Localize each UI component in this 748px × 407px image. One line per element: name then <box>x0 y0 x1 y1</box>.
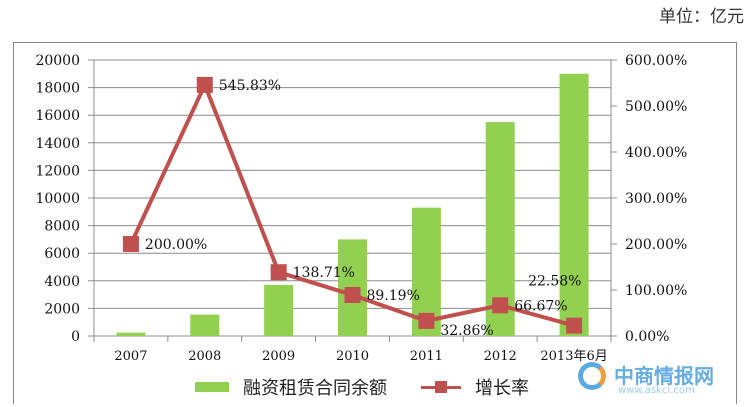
line-marker <box>196 76 213 93</box>
left-axis-tick: 8000 <box>44 219 80 235</box>
line-marker <box>418 312 435 329</box>
watermark-name: 中商情报网 <box>614 364 714 388</box>
right-axis-tick: 600.00% <box>625 53 687 69</box>
legend: 融资租赁合同余额 增长率 <box>195 374 529 400</box>
left-axis-tick: 20000 <box>35 53 80 69</box>
watermark-url: www.askci.com <box>618 385 695 396</box>
bar <box>264 284 294 336</box>
left-axis-tick: 0 <box>71 329 80 345</box>
right-axis-tick: 200.00% <box>625 237 687 253</box>
left-axis-tick: 16000 <box>35 108 80 124</box>
x-axis-label: 2008 <box>188 349 221 364</box>
growth-data-label: 138.71% <box>293 265 355 281</box>
right-axis-tick: 400.00% <box>625 145 687 161</box>
right-axis-tick: 100.00% <box>625 283 687 299</box>
unit-label: 单位：亿元 <box>659 7 744 27</box>
x-axis-label: 2010 <box>336 349 369 364</box>
legend-bar-label: 融资租赁合同余额 <box>243 378 387 399</box>
x-axis-label: 2011 <box>410 349 443 364</box>
left-axis-tick: 12000 <box>35 163 80 179</box>
legend-line-label: 增长率 <box>475 378 529 399</box>
line-marker <box>344 286 361 303</box>
left-axis-tick: 10000 <box>35 191 80 207</box>
growth-data-label: 89.19% <box>367 288 420 304</box>
left-axis-tick: 14000 <box>35 136 80 152</box>
line-marker <box>492 297 509 314</box>
bar <box>190 314 220 336</box>
line-marker <box>566 317 583 334</box>
left-axis-tick: 6000 <box>44 246 80 262</box>
bar <box>559 73 589 337</box>
left-axis-tick: 2000 <box>44 301 80 317</box>
x-axis-label: 2009 <box>262 349 295 364</box>
x-axis-label: 2007 <box>114 349 147 364</box>
legend-line-marker-icon <box>421 380 461 394</box>
left-axis-tick: 4000 <box>44 274 80 290</box>
right-axis-tick: 500.00% <box>625 99 687 115</box>
growth-data-label: 200.00% <box>145 237 207 253</box>
legend-bar-swatch-icon <box>195 382 229 392</box>
line-marker <box>122 236 139 252</box>
growth-data-label: 22.58% <box>528 274 581 290</box>
x-axis-label: 2012 <box>484 349 517 364</box>
line-marker <box>270 264 287 281</box>
chart-frame <box>13 42 737 404</box>
bar <box>116 332 146 336</box>
right-axis-tick: 0.00% <box>625 329 669 345</box>
left-axis-tick: 18000 <box>35 81 80 97</box>
x-axis-label: 2013年6月 <box>540 349 607 364</box>
right-axis-tick: 300.00% <box>625 191 687 207</box>
watermark-logo-icon <box>578 362 606 390</box>
growth-data-label: 66.67% <box>514 298 567 314</box>
growth-data-label: 32.86% <box>440 323 493 339</box>
growth-data-label: 545.83% <box>219 78 281 94</box>
